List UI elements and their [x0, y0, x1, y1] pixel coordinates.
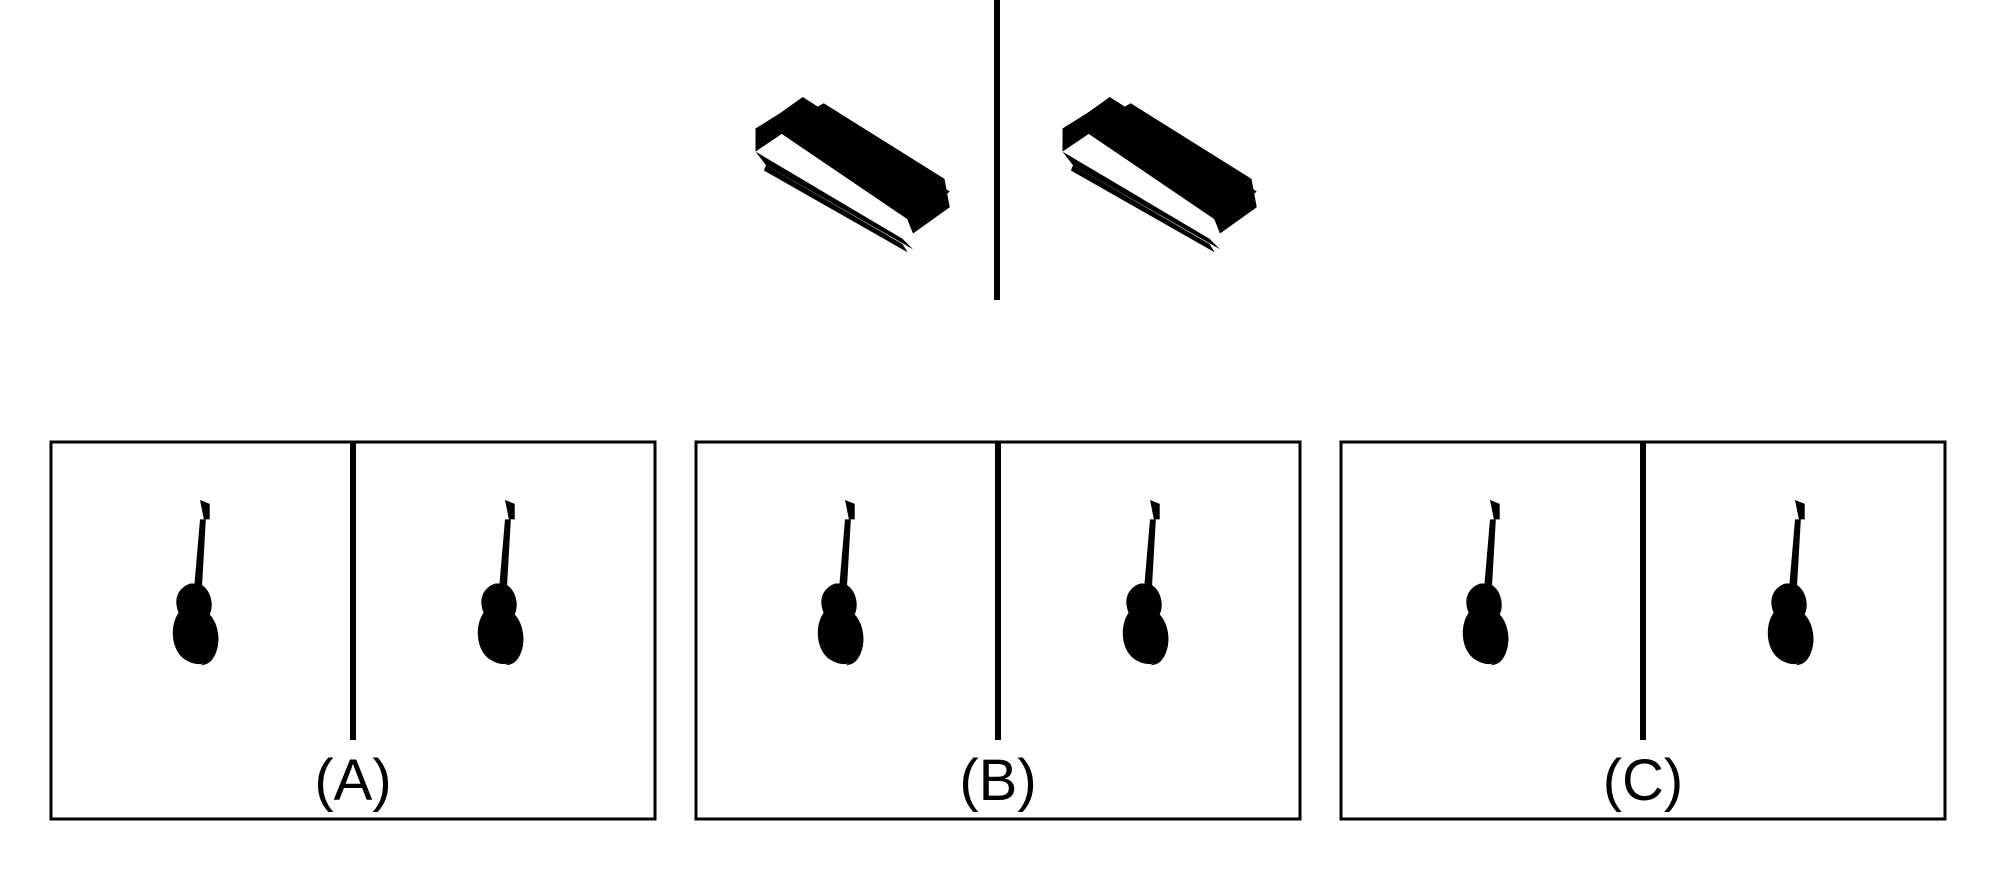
guitar-icon	[1767, 499, 1814, 666]
guitar-icon	[172, 499, 219, 666]
option-a[interactable]: (A)	[49, 440, 657, 821]
option-c[interactable]: (C)	[1339, 440, 1947, 821]
sofa-icon	[755, 97, 950, 253]
option-label: (B)	[959, 748, 1036, 813]
example-pair	[755, 0, 1257, 300]
guitar-icon	[477, 499, 524, 666]
guitar-icon	[1122, 499, 1169, 666]
guitar-icon	[817, 499, 864, 666]
sofa-icon	[1062, 97, 1257, 253]
option-label: (C)	[1603, 748, 1684, 813]
option-b[interactable]: (B)	[694, 440, 1302, 821]
guitar-icon	[1462, 499, 1509, 666]
option-label: (A)	[314, 748, 391, 813]
